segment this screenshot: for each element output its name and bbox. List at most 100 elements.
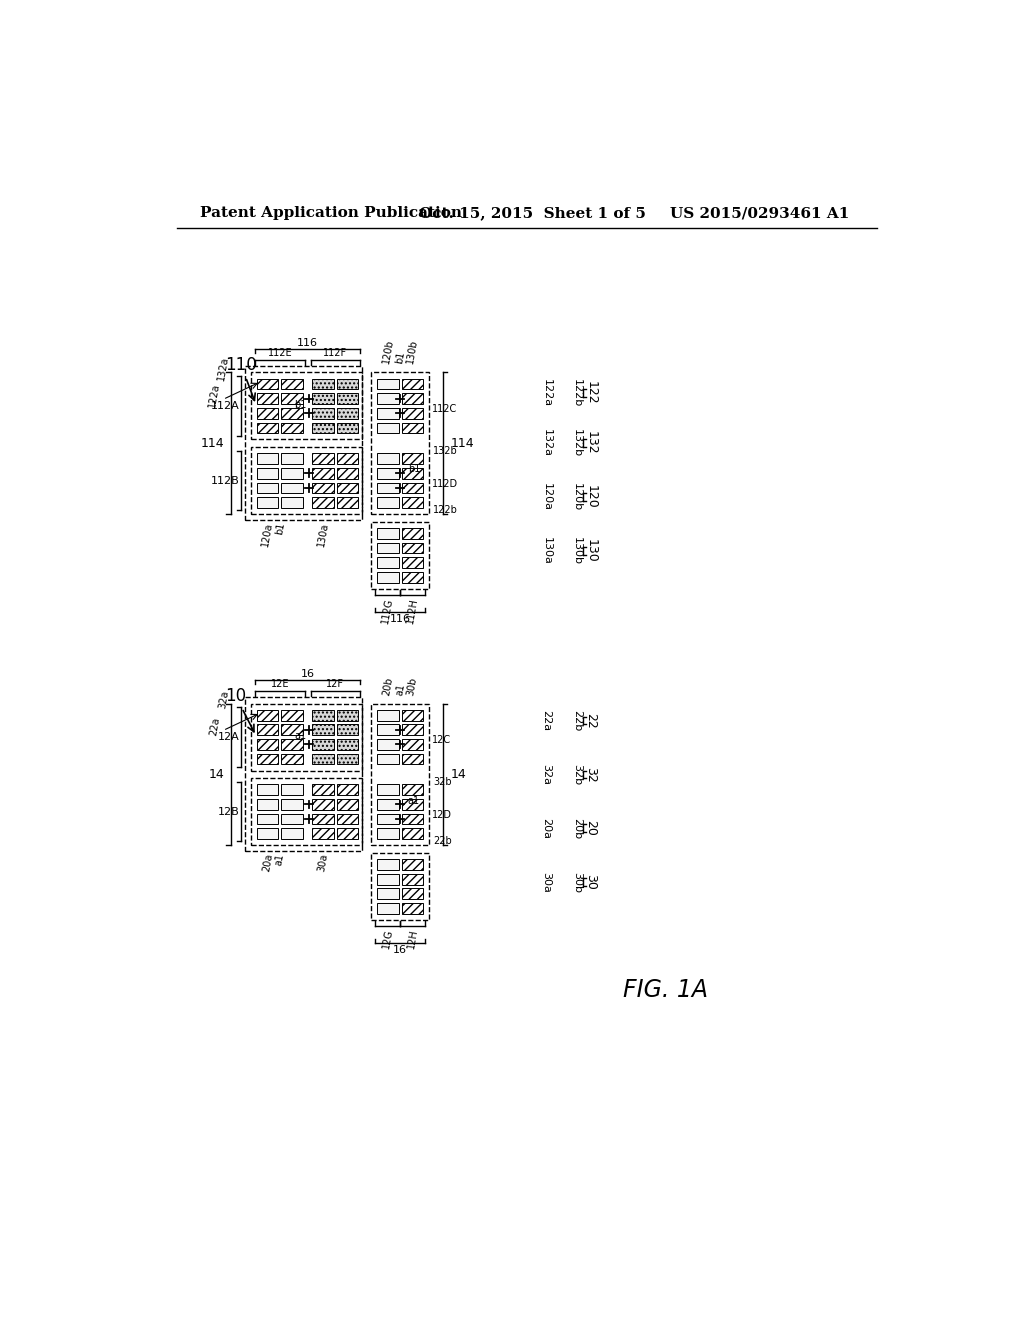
Text: 20a: 20a bbox=[542, 818, 551, 838]
Text: 32: 32 bbox=[585, 767, 598, 783]
Bar bbox=[245, 367, 361, 520]
Bar bbox=[337, 408, 358, 418]
Text: 112H: 112H bbox=[406, 598, 420, 624]
Text: US 2015/0293461 A1: US 2015/0293461 A1 bbox=[670, 206, 849, 220]
Bar bbox=[257, 408, 279, 418]
Text: 132a: 132a bbox=[542, 429, 551, 457]
Bar bbox=[282, 483, 303, 494]
Bar bbox=[377, 710, 398, 721]
Bar bbox=[401, 725, 423, 735]
Text: 30b: 30b bbox=[406, 676, 419, 696]
Bar bbox=[337, 829, 358, 840]
Bar bbox=[337, 710, 358, 721]
Bar bbox=[282, 739, 303, 750]
Bar bbox=[312, 829, 334, 840]
Bar bbox=[337, 784, 358, 795]
Text: 22a: 22a bbox=[208, 717, 221, 737]
Bar bbox=[401, 543, 423, 553]
Text: 30: 30 bbox=[585, 874, 598, 890]
Text: 122a: 122a bbox=[542, 379, 551, 408]
Bar bbox=[257, 725, 279, 735]
Bar bbox=[312, 725, 334, 735]
Bar bbox=[377, 888, 398, 899]
Text: 112D: 112D bbox=[432, 479, 458, 488]
Bar bbox=[257, 379, 279, 389]
Bar bbox=[377, 859, 398, 870]
Bar bbox=[377, 379, 398, 389]
Text: 132b: 132b bbox=[433, 446, 458, 455]
Bar bbox=[312, 393, 334, 404]
Text: 110: 110 bbox=[225, 356, 257, 400]
Bar bbox=[401, 784, 423, 795]
Bar bbox=[282, 422, 303, 433]
Bar bbox=[337, 498, 358, 508]
Bar bbox=[377, 874, 398, 884]
Text: 20a: 20a bbox=[261, 853, 274, 873]
Text: 116: 116 bbox=[297, 338, 318, 348]
Bar bbox=[312, 453, 334, 465]
Text: 22b: 22b bbox=[572, 710, 583, 731]
Text: 12F: 12F bbox=[327, 678, 344, 689]
Text: b1: b1 bbox=[274, 521, 286, 536]
Bar bbox=[257, 453, 279, 465]
Bar bbox=[401, 754, 423, 764]
Bar bbox=[337, 799, 358, 810]
Text: 112F: 112F bbox=[324, 348, 347, 358]
Bar bbox=[282, 379, 303, 389]
Bar bbox=[401, 739, 423, 750]
Text: 130b: 130b bbox=[406, 339, 420, 364]
Bar bbox=[312, 799, 334, 810]
Text: 32b: 32b bbox=[433, 777, 452, 787]
Bar bbox=[371, 521, 429, 589]
Text: FIG. 1A: FIG. 1A bbox=[624, 978, 709, 1002]
Text: 130: 130 bbox=[585, 540, 598, 562]
Bar bbox=[377, 422, 398, 433]
Bar bbox=[337, 754, 358, 764]
Text: 122b: 122b bbox=[433, 506, 458, 515]
Text: 20b: 20b bbox=[572, 817, 583, 840]
Bar bbox=[312, 483, 334, 494]
Bar bbox=[401, 829, 423, 840]
Bar bbox=[401, 422, 423, 433]
Bar bbox=[401, 859, 423, 870]
Text: 12E: 12E bbox=[270, 678, 289, 689]
Bar bbox=[371, 372, 429, 515]
Bar bbox=[371, 853, 429, 920]
Bar bbox=[282, 408, 303, 418]
Text: 132b: 132b bbox=[572, 429, 583, 457]
Bar bbox=[377, 393, 398, 404]
Bar bbox=[282, 469, 303, 479]
Text: 14: 14 bbox=[451, 768, 467, 781]
Bar bbox=[337, 422, 358, 433]
Bar bbox=[401, 813, 423, 825]
Bar bbox=[371, 704, 429, 845]
Text: 112E: 112E bbox=[267, 348, 292, 358]
Bar bbox=[401, 393, 423, 404]
Text: 120b: 120b bbox=[572, 483, 583, 511]
Bar bbox=[337, 483, 358, 494]
Text: Patent Application Publication: Patent Application Publication bbox=[200, 206, 462, 220]
Text: 14: 14 bbox=[209, 768, 224, 781]
Text: 12G: 12G bbox=[381, 928, 394, 949]
Bar bbox=[337, 469, 358, 479]
Text: b1: b1 bbox=[294, 400, 306, 409]
Bar bbox=[282, 393, 303, 404]
Bar bbox=[257, 754, 279, 764]
Bar bbox=[377, 543, 398, 553]
Bar bbox=[312, 498, 334, 508]
Bar bbox=[257, 393, 279, 404]
Text: a1: a1 bbox=[408, 796, 420, 805]
Bar bbox=[337, 725, 358, 735]
Bar bbox=[245, 697, 361, 851]
Text: 12B: 12B bbox=[217, 807, 240, 817]
Text: 120b: 120b bbox=[381, 339, 395, 364]
Bar bbox=[312, 784, 334, 795]
Text: 112C: 112C bbox=[432, 404, 457, 414]
Bar bbox=[282, 453, 303, 465]
Text: 122b: 122b bbox=[572, 379, 583, 408]
Text: 132a: 132a bbox=[216, 355, 230, 381]
Bar bbox=[337, 813, 358, 825]
Bar bbox=[257, 483, 279, 494]
Bar bbox=[257, 422, 279, 433]
Bar bbox=[401, 874, 423, 884]
